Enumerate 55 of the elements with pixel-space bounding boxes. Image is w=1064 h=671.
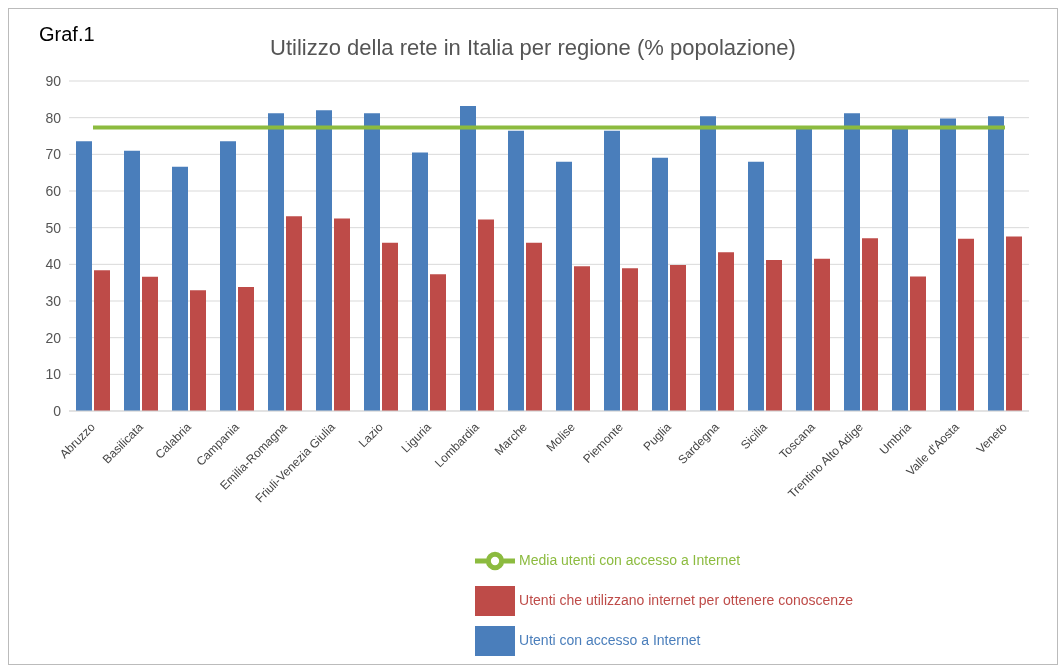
- bar: [718, 252, 734, 411]
- bar: [988, 116, 1004, 411]
- bar: [700, 116, 716, 411]
- bar: [124, 150, 140, 411]
- bar: [460, 105, 476, 411]
- y-tick-label: 60: [45, 182, 62, 199]
- y-tick-label: 90: [45, 72, 62, 89]
- bar: [958, 238, 974, 411]
- bar: [796, 127, 812, 411]
- bar: [172, 166, 188, 411]
- bar: [940, 118, 956, 411]
- bar: [412, 152, 428, 411]
- bar: [286, 216, 302, 411]
- bar: [508, 130, 524, 411]
- y-tick-label: 40: [45, 256, 62, 273]
- bar: [382, 242, 398, 411]
- bar: [892, 127, 908, 411]
- y-tick-label: 70: [45, 146, 62, 163]
- bar: [94, 270, 110, 411]
- bar: [76, 141, 92, 411]
- y-tick-label: 80: [45, 109, 62, 126]
- bar: [604, 130, 620, 411]
- bar: [910, 276, 926, 411]
- bar: [574, 266, 590, 411]
- legend-label: Utenti che utilizzano internet per ottenere conoscenze: [519, 591, 853, 608]
- bar: [190, 290, 206, 411]
- bar: [652, 157, 668, 411]
- bar: [766, 259, 782, 411]
- bar: [622, 268, 638, 411]
- bar: [238, 287, 254, 411]
- bar: [334, 218, 350, 411]
- bar: [1006, 236, 1022, 411]
- y-tick-label: 30: [45, 292, 62, 309]
- bar: [430, 274, 446, 411]
- y-tick-label: 0: [53, 402, 62, 419]
- bar: [844, 113, 860, 411]
- bar: [268, 113, 284, 411]
- bar: [862, 238, 878, 411]
- legend-label: Utenti con accesso a Internet: [519, 631, 701, 648]
- bar: [670, 265, 686, 411]
- bar: [316, 110, 332, 411]
- bar: [364, 113, 380, 411]
- bar: [478, 219, 494, 411]
- chart-title: Utilizzo della rete in Italia per regione (% popolazione): [270, 35, 796, 60]
- y-tick-label: 10: [45, 366, 62, 383]
- y-tick-label: 50: [45, 219, 62, 236]
- bar: [220, 141, 236, 411]
- text: Graf.1: [39, 23, 95, 46]
- bar: [526, 242, 542, 411]
- bar: [556, 161, 572, 411]
- bar: [142, 276, 158, 411]
- bar: [814, 258, 830, 411]
- y-tick-label: 20: [45, 329, 62, 346]
- legend-label: Media utenti con accesso a Internet: [519, 551, 741, 568]
- bar: [748, 161, 764, 411]
